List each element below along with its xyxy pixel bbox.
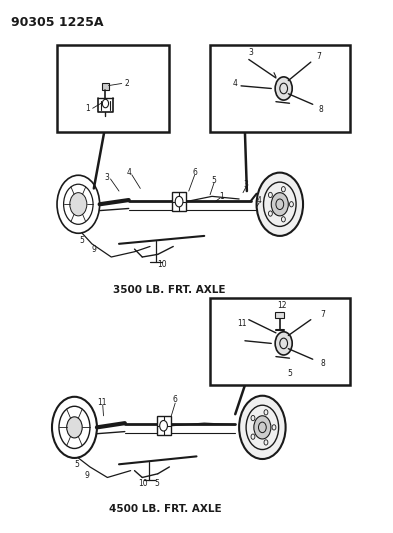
- Circle shape: [239, 395, 286, 459]
- Circle shape: [70, 192, 87, 216]
- Circle shape: [275, 77, 292, 100]
- Bar: [210, 45, 349, 132]
- Text: 6: 6: [173, 395, 178, 405]
- Text: 7: 7: [320, 310, 325, 319]
- Text: 5: 5: [75, 460, 80, 469]
- Text: 10: 10: [139, 479, 148, 488]
- Circle shape: [275, 332, 292, 355]
- Bar: [172, 192, 186, 211]
- Bar: [210, 298, 349, 385]
- Circle shape: [175, 196, 183, 207]
- Text: 9: 9: [92, 245, 96, 254]
- Text: 11: 11: [97, 398, 107, 407]
- Text: 4500 LB. FRT. AXLE: 4500 LB. FRT. AXLE: [109, 504, 222, 514]
- Text: 3: 3: [104, 173, 109, 182]
- Text: 3: 3: [248, 48, 253, 57]
- Text: 4: 4: [126, 168, 131, 177]
- Bar: [57, 45, 169, 132]
- Text: 4: 4: [233, 79, 238, 88]
- Text: 5: 5: [211, 176, 217, 185]
- Text: 9: 9: [84, 471, 89, 480]
- Text: 8: 8: [318, 105, 323, 114]
- Text: 10: 10: [157, 261, 167, 269]
- Text: 1: 1: [86, 104, 90, 113]
- Text: 6: 6: [192, 168, 197, 177]
- Text: 12: 12: [277, 301, 286, 310]
- Text: 3: 3: [244, 180, 248, 189]
- Bar: [156, 416, 171, 435]
- Text: 1: 1: [219, 192, 224, 201]
- Text: 5: 5: [154, 479, 160, 488]
- Text: 8: 8: [320, 359, 325, 368]
- Circle shape: [257, 173, 303, 236]
- Text: 2: 2: [125, 79, 129, 88]
- Circle shape: [67, 417, 82, 438]
- Bar: [102, 84, 109, 90]
- Text: 7: 7: [316, 52, 321, 61]
- Text: 4: 4: [257, 196, 262, 205]
- Text: 90305 1225A: 90305 1225A: [11, 16, 103, 29]
- Bar: [275, 312, 285, 318]
- Text: 5: 5: [80, 236, 84, 245]
- Text: 3500 LB. FRT. AXLE: 3500 LB. FRT. AXLE: [113, 285, 226, 295]
- Text: 5: 5: [287, 369, 292, 378]
- Text: 11: 11: [237, 319, 246, 328]
- Circle shape: [254, 416, 271, 439]
- Circle shape: [271, 192, 288, 216]
- Circle shape: [160, 421, 167, 431]
